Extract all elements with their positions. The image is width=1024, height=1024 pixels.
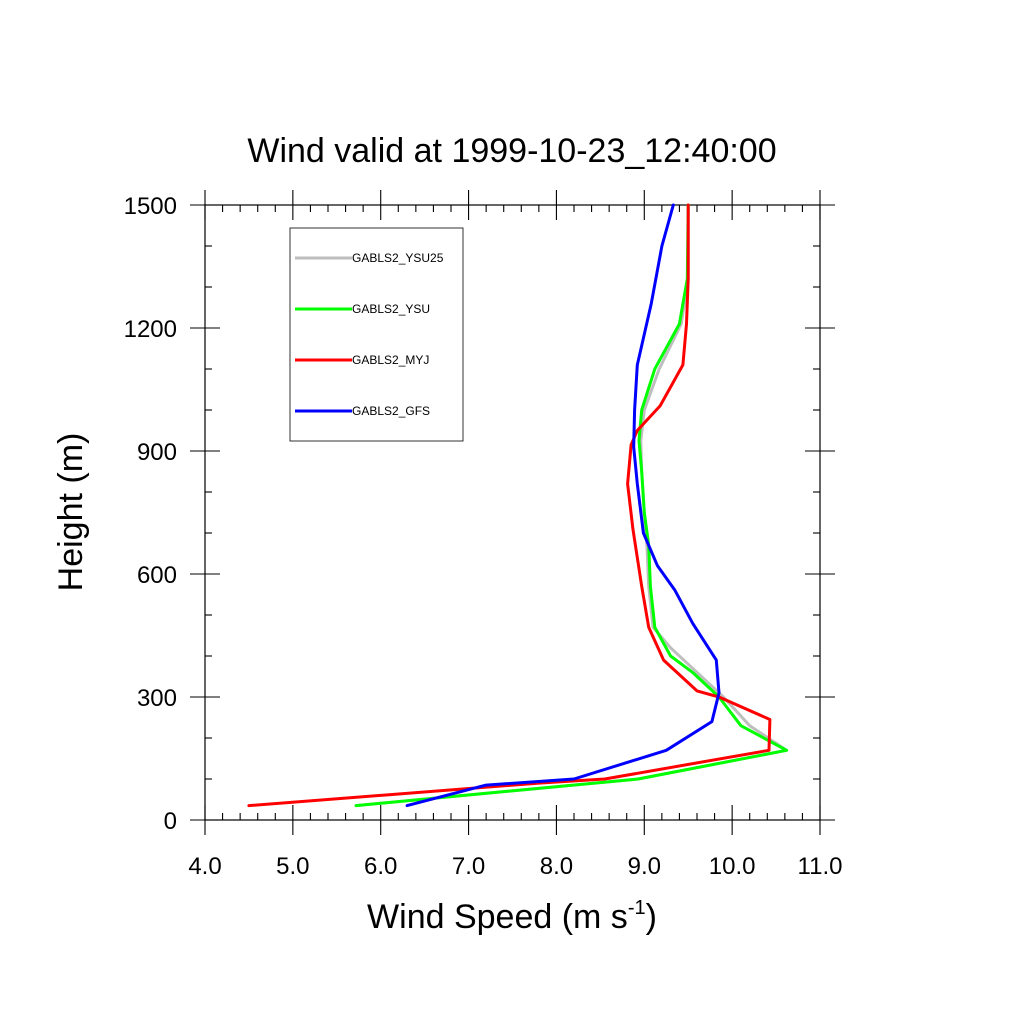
legend-label-gabls2-ysu25: GABLS2_YSU25: [352, 251, 444, 265]
legend-label-gabls2-gfs: GABLS2_GFS: [352, 404, 430, 418]
x-tick-label: 10.0: [709, 853, 756, 880]
y-tick-label: 1200: [124, 316, 177, 343]
x-axis-label: Wind Speed (m s-1): [367, 897, 657, 936]
x-tick-label: 6.0: [364, 853, 397, 880]
y-tick-label: 0: [164, 808, 177, 835]
series-line-gabls2-ysu: [354, 203, 789, 808]
y-tick-label: 1500: [124, 193, 177, 220]
legend-box: [289, 227, 464, 442]
x-tick-label: 4.0: [188, 853, 221, 880]
x-tick-label: 5.0: [276, 853, 309, 880]
legend-label-gabls2-ysu: GABLS2_YSU: [352, 302, 430, 316]
x-tick-label: 8.0: [540, 853, 573, 880]
x-tick-label: 11.0: [798, 853, 843, 880]
legend-label-gabls2-myj: GABLS2_MYJ: [352, 353, 429, 367]
axis-ticks: [190, 190, 835, 835]
y-tick-label: 600: [137, 562, 177, 589]
y-tick-label: 300: [137, 685, 177, 712]
chart-title: Wind valid at 1999-10-23_12:40:00: [247, 132, 776, 170]
x-tick-label: 7.0: [452, 853, 485, 880]
series-line-gabls2-gfs: [405, 203, 721, 808]
axis-tick-labels: 4.0 5.0 6.0 7.0 8.0 9.0 10.0 11.0 0 300 600 900 1200…: [124, 193, 843, 880]
legend: GABLS2_YSU25 GABLS2_YSU GABLS2_MYJ GABLS2_G…: [289, 227, 464, 442]
series-line-gabls2-myj: [247, 203, 772, 808]
plot-frame: [204, 204, 821, 821]
x-tick-label: 9.0: [628, 853, 661, 880]
plot-area: [204, 204, 821, 821]
series-line-gabls2-ysu25: [354, 203, 789, 808]
x-axis-label-superscript: -1: [628, 897, 646, 919]
x-axis-label-close: ): [646, 898, 657, 936]
legend-entries: GABLS2_YSU25 GABLS2_YSU GABLS2_MYJ GABLS2_G…: [295, 251, 444, 418]
series-lines: [247, 203, 789, 808]
y-axis-label: Height (m): [52, 433, 90, 592]
x-axis-label-main: Wind Speed (m s: [367, 898, 628, 936]
y-tick-label: 900: [137, 439, 177, 466]
